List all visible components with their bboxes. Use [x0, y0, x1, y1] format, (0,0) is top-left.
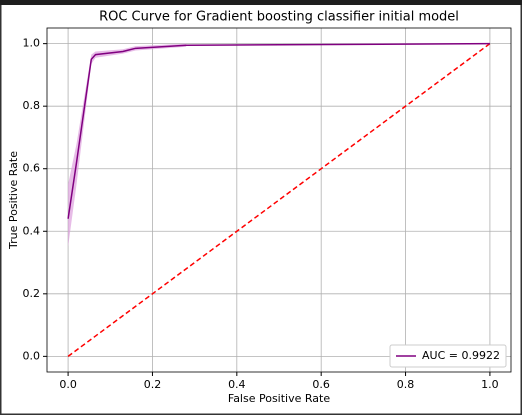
- series-line: [67, 42, 490, 219]
- x-tick-label: 0.4: [228, 378, 246, 391]
- top-bar: [0, 0, 522, 5]
- y-tick-label: 1.0: [23, 37, 41, 50]
- y-tick-label: 0.6: [23, 162, 41, 175]
- plot-frame: [46, 27, 512, 373]
- y-tick-label: 0.4: [23, 224, 41, 237]
- x-axis-label: False Positive Rate: [228, 392, 330, 405]
- x-tick-label: 0.8: [397, 378, 415, 391]
- x-tick-label: 0.0: [59, 378, 77, 391]
- legend-box: [389, 344, 507, 368]
- legend-label: AUC = 0.9922: [422, 349, 500, 362]
- x-tick-label: 1.0: [481, 378, 499, 391]
- x-tick-label: 0.6: [312, 378, 330, 391]
- chart-title: ROC Curve for Gradient boosting classifi…: [99, 10, 459, 25]
- y-tick-label: 0.2: [23, 287, 41, 300]
- y-axis-label: True Positive Rate: [7, 151, 20, 250]
- x-tick-label: 0.2: [144, 378, 162, 391]
- y-tick-label: 0.0: [23, 349, 41, 362]
- y-tick-label: 0.8: [23, 99, 41, 112]
